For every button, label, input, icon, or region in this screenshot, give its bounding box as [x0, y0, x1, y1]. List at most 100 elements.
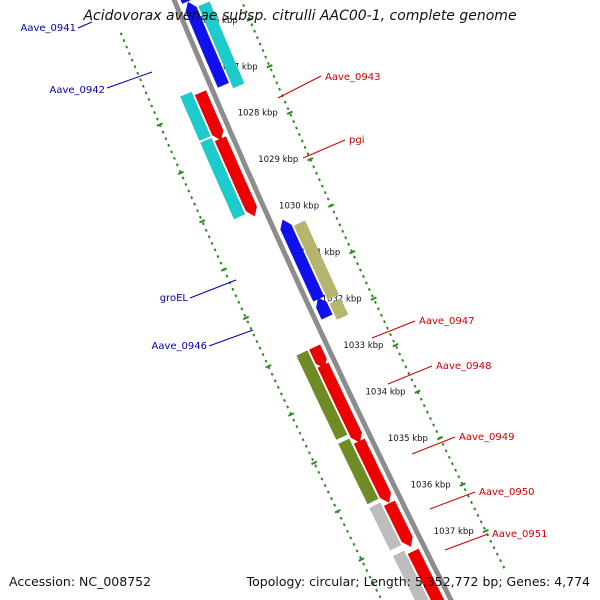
ruler-dot-inner [190, 196, 194, 200]
ruler-dot-inner [279, 392, 283, 396]
genome-title: Acidovorax avenae subsp. citrulli AAC00-… [83, 8, 517, 24]
ruler-tick-inner [265, 364, 272, 369]
ruler-dot-inner [196, 209, 199, 213]
ruler-tick-inner [334, 508, 341, 514]
ruler-dot-inner [164, 137, 168, 141]
gene-feature-aave0950-red [383, 500, 413, 548]
ruler-dot-outer [242, 3, 246, 7]
ruler-dot-outer [320, 184, 324, 188]
gene-label-leader [277, 75, 322, 99]
ruler-dot-outer [379, 313, 383, 317]
gene-feature-aave0951-gray [392, 550, 429, 600]
gene-label-aave-0942: Aave_0942 [50, 85, 106, 96]
ruler-dot-inner [330, 497, 333, 501]
ruler-dot-outer [429, 416, 432, 421]
ruler-dot-outer [479, 520, 483, 524]
ruler-tick-label: 1032 kbp [322, 295, 362, 305]
ruler-tick [482, 528, 489, 534]
gene-label-leader [208, 329, 254, 347]
gene-label-leader [387, 365, 433, 385]
ruler-dot-inner [240, 307, 244, 311]
gene-feature-aave0949-olive [338, 438, 379, 505]
ruler-dot-outer [392, 339, 396, 343]
genome-backbone [171, 0, 454, 600]
ruler-dot-inner [246, 320, 250, 324]
ruler-dot-inner [213, 248, 217, 252]
gene-label-aave-0943: Aave_0943 [325, 72, 381, 83]
ruler-tick [307, 157, 314, 162]
gene-label-leader [444, 533, 489, 551]
ruler-dot-inner [234, 294, 238, 298]
gene-label-leader [189, 279, 237, 299]
ruler-dot-outer [286, 107, 290, 111]
ruler-dot-outer [376, 307, 380, 311]
ruler-dot-inner [320, 477, 324, 481]
ruler-tick-label: 1030 kbp [279, 202, 319, 212]
ruler-dot-outer [297, 132, 301, 137]
ruler-dot-outer [470, 500, 473, 505]
gene-label-aave-0941: Aave_0941 [21, 23, 77, 34]
ruler-tick-label: 1035 kbp [388, 434, 428, 444]
ruler-dot-outer [499, 559, 503, 563]
ruler-dot-inner [255, 339, 259, 344]
ruler-dot-inner [184, 182, 188, 187]
ruler-dot-inner [237, 300, 241, 304]
ruler-dot-outer [466, 494, 470, 498]
ruler-tick-label: 1037 kbp [434, 527, 474, 537]
ruler-dot-outer [373, 300, 377, 304]
gene-label-leader [302, 139, 346, 159]
ruler-dot-outer [432, 423, 436, 427]
ruler-tick-inner [156, 122, 163, 127]
gene-feature-aave0943-red [194, 90, 224, 141]
ruler-dot-inner [139, 78, 142, 82]
ruler-dot-outer [389, 333, 392, 337]
ruler-dot-outer [253, 29, 257, 33]
ruler-tick [327, 203, 335, 208]
ruler-dot-outer [476, 513, 480, 518]
ruler-dot-inner [349, 536, 353, 540]
ruler-tick-label: 1029 kbp [258, 155, 298, 165]
gene-feature-aave0950-gray [369, 502, 402, 551]
ruler-dot-outer [266, 61, 270, 66]
ruler-dot-outer [303, 145, 307, 149]
ruler-tick [392, 342, 399, 348]
ruler-tick [286, 110, 293, 115]
ruler-dot-inner [375, 588, 379, 592]
ruler-dot-outer [367, 287, 371, 292]
ruler-dot-outer [502, 565, 506, 569]
ruler-dot-inner [358, 555, 362, 560]
ruler-dot-inner [150, 104, 154, 108]
ruler-dot-outer [353, 255, 356, 259]
ruler-dot-outer [401, 358, 405, 363]
ruler-dot-inner [243, 313, 247, 317]
ruler-dot-inner [204, 228, 208, 232]
ruler-dot-inner [352, 542, 356, 547]
ruler-dot-inner [181, 176, 185, 180]
gene-feature-aave0949-red [353, 438, 392, 504]
ruler-dot-inner [167, 143, 171, 147]
ruler-dot-inner [295, 425, 299, 429]
ruler-tick [349, 250, 356, 255]
ruler-dot-inner [153, 110, 156, 115]
topology-summary: Topology: circular; Length: 5,352,772 bp… [246, 574, 590, 589]
gene-feature-aave0946-blue [315, 297, 333, 320]
ruler-dot-outer [261, 48, 265, 53]
ruler-dot-outer [332, 210, 336, 214]
gene-feature-aave0943-cyan [180, 91, 211, 142]
ruler-dot-inner [342, 523, 346, 527]
ruler-dot-outer [489, 539, 493, 543]
gene-features [180, 0, 445, 600]
ruler-dot-inner [122, 38, 126, 43]
ruler-dot-inner [362, 562, 366, 566]
ruler-dot-outer [250, 23, 254, 27]
ruler-dot-inner [125, 45, 129, 49]
ruler-dot-outer [395, 345, 399, 350]
ruler-dot-inner [141, 84, 145, 88]
ruler-dot-inner [127, 52, 131, 56]
ruler-dot-inner [130, 58, 134, 62]
ruler-dot-outer [492, 546, 496, 550]
ruler-tick [370, 296, 377, 301]
gene-feature-groel-olive [293, 220, 340, 300]
ruler-dot-outer [335, 216, 339, 221]
ruler-tick-label: 1036 kbp [411, 481, 451, 491]
